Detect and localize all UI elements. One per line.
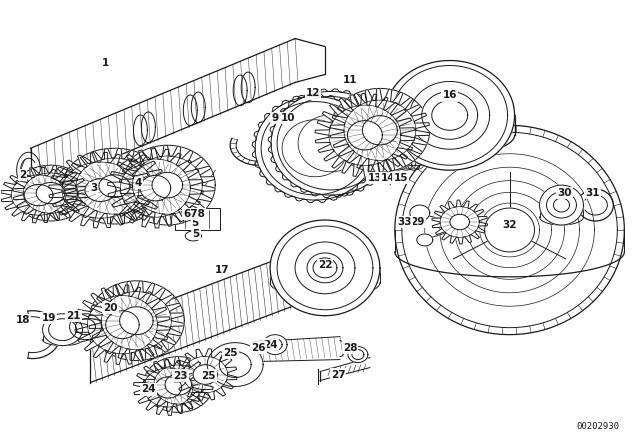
Text: 29: 29 <box>411 217 425 227</box>
Polygon shape <box>410 205 430 221</box>
Text: 22: 22 <box>317 260 332 270</box>
Polygon shape <box>395 125 625 335</box>
Text: 20: 20 <box>103 303 118 313</box>
Polygon shape <box>263 335 287 355</box>
Text: 10: 10 <box>281 113 295 123</box>
Text: 26: 26 <box>251 343 266 353</box>
Polygon shape <box>63 148 166 224</box>
Text: 23: 23 <box>173 370 188 380</box>
Text: 3: 3 <box>90 183 97 193</box>
Polygon shape <box>362 116 397 145</box>
Polygon shape <box>120 307 153 335</box>
Polygon shape <box>173 349 237 401</box>
Polygon shape <box>484 208 534 252</box>
Polygon shape <box>1 167 76 223</box>
Polygon shape <box>143 357 213 413</box>
Polygon shape <box>108 148 203 228</box>
Polygon shape <box>554 198 570 212</box>
Polygon shape <box>143 357 213 413</box>
Text: 32: 32 <box>502 220 517 230</box>
Polygon shape <box>120 145 215 225</box>
Polygon shape <box>88 281 184 361</box>
Text: 27: 27 <box>331 370 345 379</box>
Polygon shape <box>75 285 170 365</box>
Text: 19: 19 <box>42 313 56 323</box>
Polygon shape <box>270 220 380 316</box>
Polygon shape <box>85 179 116 202</box>
Polygon shape <box>88 281 184 361</box>
Polygon shape <box>152 172 182 198</box>
Polygon shape <box>348 121 382 150</box>
Polygon shape <box>43 314 83 345</box>
Polygon shape <box>271 91 391 195</box>
Polygon shape <box>417 234 433 246</box>
Polygon shape <box>330 88 429 172</box>
Text: 15: 15 <box>394 173 408 183</box>
Text: 18: 18 <box>15 314 30 325</box>
Text: 678: 678 <box>183 209 205 219</box>
Polygon shape <box>140 175 171 201</box>
Polygon shape <box>348 347 368 362</box>
Text: 30: 30 <box>557 188 572 198</box>
Polygon shape <box>99 175 130 198</box>
Text: 1: 1 <box>102 57 109 68</box>
Polygon shape <box>540 185 584 225</box>
Text: 28: 28 <box>342 343 357 353</box>
Polygon shape <box>70 314 102 340</box>
Polygon shape <box>255 96 375 200</box>
Polygon shape <box>330 88 430 172</box>
Polygon shape <box>63 148 166 224</box>
Polygon shape <box>422 91 477 139</box>
Text: 21: 21 <box>67 311 81 321</box>
Polygon shape <box>17 152 40 188</box>
Text: 2: 2 <box>19 170 26 180</box>
Polygon shape <box>13 165 88 221</box>
Polygon shape <box>307 253 343 283</box>
Text: 24: 24 <box>263 340 277 349</box>
Polygon shape <box>385 60 515 170</box>
Polygon shape <box>49 152 152 228</box>
Text: 5: 5 <box>191 218 199 228</box>
Polygon shape <box>155 377 182 398</box>
Polygon shape <box>24 185 53 206</box>
Polygon shape <box>432 200 488 244</box>
Polygon shape <box>450 214 470 230</box>
Text: 17: 17 <box>215 265 230 275</box>
Text: 12: 12 <box>306 88 320 99</box>
Text: 4: 4 <box>134 178 142 188</box>
Polygon shape <box>193 365 218 384</box>
Polygon shape <box>134 360 203 415</box>
Text: 25: 25 <box>223 348 237 358</box>
Text: 14: 14 <box>381 173 395 183</box>
Polygon shape <box>120 145 215 225</box>
Text: 24: 24 <box>141 384 156 395</box>
Text: 13: 13 <box>367 173 382 183</box>
Polygon shape <box>315 93 415 177</box>
Polygon shape <box>13 165 88 221</box>
Polygon shape <box>36 182 65 204</box>
Polygon shape <box>271 91 391 195</box>
Polygon shape <box>295 242 355 294</box>
Polygon shape <box>207 343 263 387</box>
Text: 25: 25 <box>201 370 216 380</box>
Text: 31: 31 <box>585 188 600 198</box>
Bar <box>175 208 220 230</box>
Text: 5: 5 <box>193 229 200 239</box>
Polygon shape <box>165 374 191 395</box>
Polygon shape <box>106 311 139 339</box>
Text: 00202930: 00202930 <box>577 422 620 431</box>
Text: 11: 11 <box>342 75 357 86</box>
Text: 16: 16 <box>442 90 457 100</box>
Text: 33: 33 <box>397 217 412 227</box>
Text: 9: 9 <box>271 113 278 123</box>
